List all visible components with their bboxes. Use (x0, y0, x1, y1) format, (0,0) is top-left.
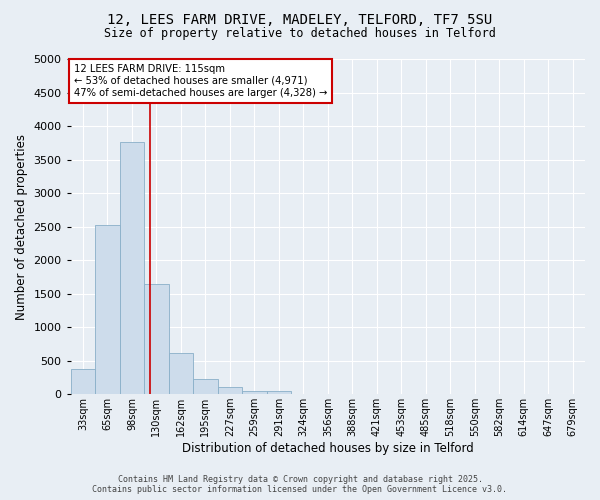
Bar (242, 391, 266, 394)
Bar (266, 391, 291, 394)
Bar (193, 378, 218, 394)
Bar (144, 284, 169, 394)
Bar (169, 352, 193, 394)
Text: 12, LEES FARM DRIVE, MADELEY, TELFORD, TF7 5SU: 12, LEES FARM DRIVE, MADELEY, TELFORD, T… (107, 12, 493, 26)
Bar (218, 388, 242, 394)
Text: Contains HM Land Registry data © Crown copyright and database right 2025.
Contai: Contains HM Land Registry data © Crown c… (92, 474, 508, 494)
Bar (71, 370, 95, 394)
Bar (95, 225, 119, 394)
Y-axis label: Number of detached properties: Number of detached properties (15, 134, 28, 320)
Text: Size of property relative to detached houses in Telford: Size of property relative to detached ho… (104, 28, 496, 40)
Bar (119, 142, 144, 394)
Text: 12 LEES FARM DRIVE: 115sqm
← 53% of detached houses are smaller (4,971)
47% of s: 12 LEES FARM DRIVE: 115sqm ← 53% of deta… (74, 64, 327, 98)
X-axis label: Distribution of detached houses by size in Telford: Distribution of detached houses by size … (182, 442, 474, 455)
